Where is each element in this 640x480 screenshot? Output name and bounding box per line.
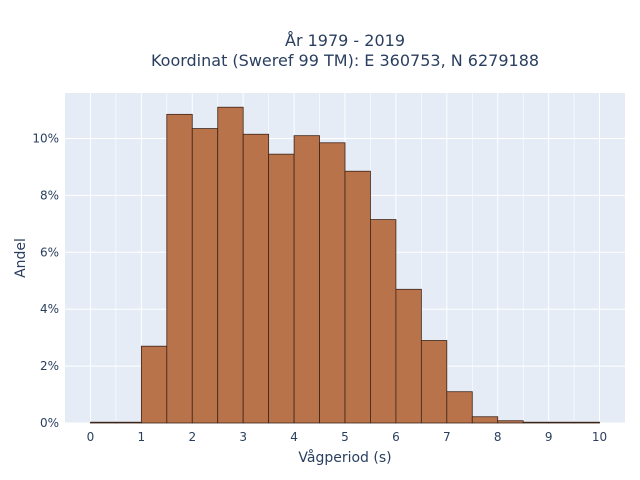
- histogram-bar: [217, 106, 244, 424]
- histogram-bar: [395, 288, 422, 424]
- histogram-bar: [344, 170, 371, 424]
- histogram-bar: [115, 421, 142, 424]
- histogram-bar: [420, 340, 448, 424]
- chart-title-line-1: År 1979 - 2019: [285, 31, 405, 50]
- x-tick-label: 5: [341, 430, 349, 444]
- histogram-bar: [90, 421, 117, 424]
- x-tick-label: 0: [87, 430, 95, 444]
- histogram-bar: [370, 219, 397, 424]
- x-axis-title: Vågperiod (s): [298, 449, 391, 466]
- histogram-bar: [548, 421, 575, 424]
- histogram-bar: [319, 142, 346, 424]
- x-axis-ticks: 0 1 2 3 4 5 6 7 8 9 10: [87, 430, 608, 444]
- histogram-bar: [166, 113, 193, 424]
- x-tick-label: 2: [188, 430, 196, 444]
- histogram-bar: [573, 421, 600, 424]
- y-tick-label: 10%: [32, 132, 59, 146]
- y-tick-label: 2%: [40, 359, 59, 373]
- chart-title-line-2: Koordinat (Sweref 99 TM): E 360753, N 62…: [151, 51, 539, 70]
- x-tick-label: 9: [545, 430, 553, 444]
- x-tick-label: 4: [290, 430, 298, 444]
- histogram-bar: [293, 135, 320, 424]
- histogram-bar: [191, 128, 219, 424]
- x-tick-label: 6: [392, 430, 400, 444]
- x-tick-label: 7: [443, 430, 451, 444]
- histogram-bar: [268, 153, 295, 424]
- y-axis-ticks: 0% 2% 4% 6% 8% 10%: [32, 132, 59, 430]
- y-tick-label: 8%: [40, 188, 59, 202]
- y-axis-title: Andel: [13, 238, 29, 278]
- histogram-bar: [471, 416, 499, 424]
- y-tick-label: 0%: [40, 416, 59, 430]
- x-tick-label: 1: [138, 430, 146, 444]
- histogram-bar: [446, 391, 473, 424]
- y-tick-label: 4%: [40, 302, 59, 316]
- histogram-bars: [90, 106, 600, 424]
- y-tick-label: 6%: [40, 245, 59, 259]
- x-tick-label: 10: [592, 430, 607, 444]
- histogram-bar: [140, 345, 168, 424]
- x-tick-label: 8: [494, 430, 502, 444]
- histogram-bar: [522, 421, 550, 424]
- histogram-bar: [242, 133, 270, 424]
- histogram-bar: [497, 420, 524, 424]
- x-tick-label: 3: [239, 430, 247, 444]
